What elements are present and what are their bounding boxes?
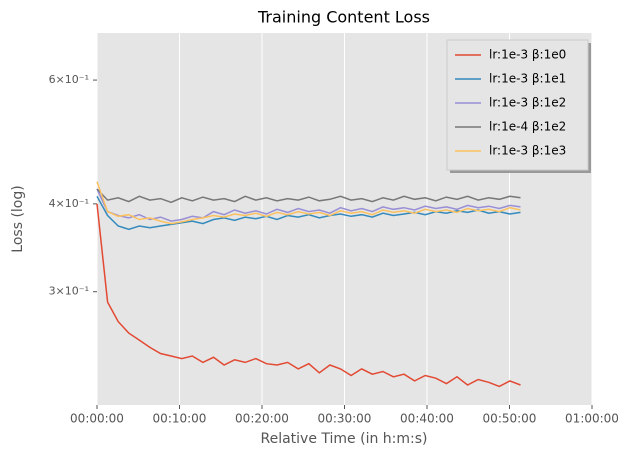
x-tick-label: 01:00:00 bbox=[565, 412, 619, 426]
legend-box bbox=[446, 39, 589, 171]
y-tick-label: 3×10⁻¹ bbox=[49, 285, 89, 298]
x-tick-label: 00:40:00 bbox=[400, 412, 454, 426]
y-tick-label: 6×10⁻¹ bbox=[49, 73, 89, 86]
x-tick-label: 00:00:00 bbox=[70, 412, 124, 426]
y-tick-label: 4×10⁻¹ bbox=[49, 197, 89, 210]
legend-label: lr:1e-3 β:1e3 bbox=[489, 144, 566, 158]
series-line bbox=[96, 188, 521, 204]
x-tick-label: 00:30:00 bbox=[318, 412, 372, 426]
x-axis-label: Relative Time (in h:m:s) bbox=[261, 431, 428, 447]
x-tick-label: 00:10:00 bbox=[153, 412, 207, 426]
series-line bbox=[96, 203, 521, 388]
series-line bbox=[96, 181, 521, 225]
series-line bbox=[96, 188, 521, 222]
legend-label: lr:1e-3 β:1e1 bbox=[489, 72, 566, 86]
chart-title: Training Content Loss bbox=[257, 8, 430, 27]
x-tick-label: 00:20:00 bbox=[235, 412, 289, 426]
legend-label: lr:1e-3 β:1e2 bbox=[489, 96, 566, 110]
legend-label: lr:1e-4 β:1e2 bbox=[489, 120, 566, 134]
y-axis-label: Loss (log) bbox=[10, 185, 26, 252]
legend-label: lr:1e-3 β:1e0 bbox=[489, 48, 566, 62]
x-tick-label: 00:50:00 bbox=[483, 412, 537, 426]
